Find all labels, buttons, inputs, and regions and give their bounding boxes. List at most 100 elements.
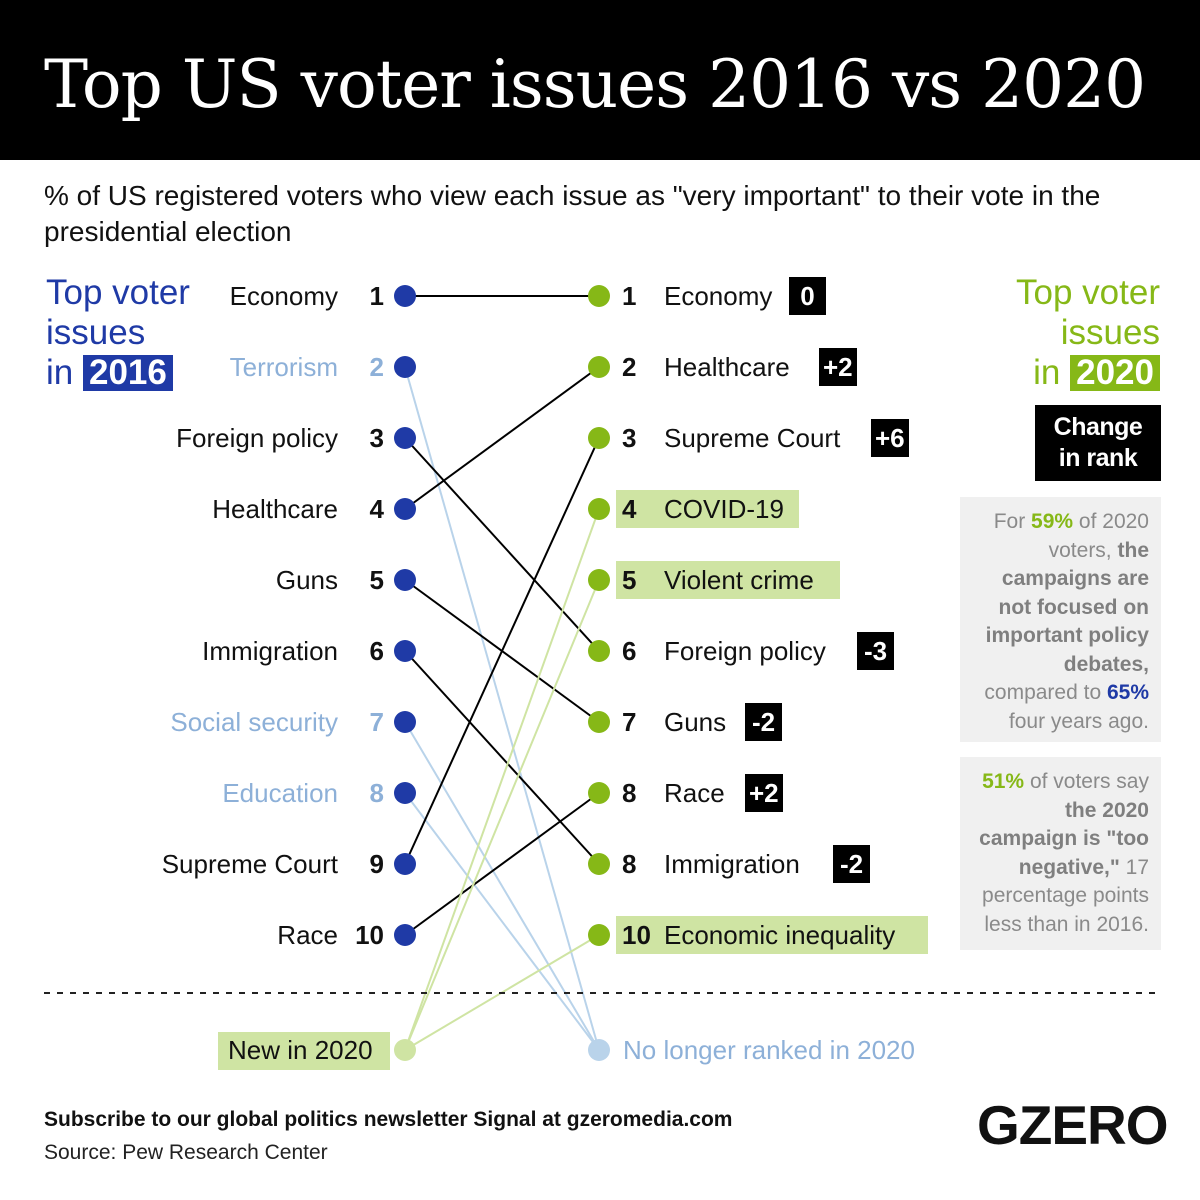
label-2016-education: Education bbox=[222, 778, 338, 808]
label-2020-economy: Economy bbox=[664, 281, 773, 311]
rank-2020-healthcare: 2 bbox=[622, 352, 637, 382]
change-badge-foreign-policy: -3 bbox=[857, 632, 894, 670]
dot-2016-foreign-policy bbox=[394, 427, 416, 449]
rank-2016-race: 10 bbox=[355, 920, 384, 950]
note1-bold: the campaigns are not focused on importa… bbox=[985, 538, 1149, 676]
line-new-covid-19 bbox=[404, 508, 600, 1051]
subtitle: % of US registered voters who view each … bbox=[44, 180, 1101, 247]
dot-2020-guns bbox=[588, 711, 610, 733]
change-badge-guns: -2 bbox=[745, 703, 782, 741]
label-2020-supreme-court: Supreme Court bbox=[664, 423, 841, 453]
newsletter-cta: Subscribe to our global politics newslet… bbox=[44, 1108, 733, 1131]
right-heading: Top voter issues in 2020 bbox=[1016, 273, 1160, 393]
title-bar: Top US voter issues 2016 vs 2020 bbox=[0, 0, 1200, 160]
rank-2020-supreme-court: 3 bbox=[622, 423, 637, 453]
label-2016-social-security: Social security bbox=[170, 707, 338, 737]
rank-dots bbox=[394, 285, 610, 1061]
change-box-line1: Change bbox=[1053, 413, 1143, 441]
label-2020-foreign-policy: Foreign policy bbox=[664, 636, 826, 666]
note2-pct: 51% bbox=[982, 770, 1025, 793]
line-dropped-social-security bbox=[404, 721, 600, 1051]
dot-2016-guns bbox=[394, 569, 416, 591]
note2-text2: 17 percentage points less than in 2016. bbox=[982, 855, 1149, 936]
note1-text4: four years ago. bbox=[1008, 709, 1149, 733]
rank-2016-immigration: 6 bbox=[369, 636, 384, 666]
change-badge-race: +2 bbox=[745, 774, 783, 812]
label-2020-immigration: Immigration bbox=[664, 849, 800, 879]
legend-no-longer-ranked: No longer ranked in 2020 bbox=[623, 1035, 915, 1065]
rank-2016-economy: 1 bbox=[369, 281, 384, 311]
dot-2016-economy bbox=[394, 285, 416, 307]
label-2016-guns: Guns bbox=[275, 565, 338, 595]
dot-2020-healthcare bbox=[588, 356, 610, 378]
label-2020-race: Race bbox=[664, 778, 725, 808]
legend-new-in-2020: New in 2020 bbox=[228, 1035, 373, 1065]
rank-2016-terrorism: 2 bbox=[369, 352, 384, 382]
new-in-2020-highlight bbox=[218, 1032, 390, 1070]
line-new-violent-crime bbox=[404, 579, 600, 1051]
note2-text1: of voters say bbox=[1029, 770, 1149, 793]
note1-text2: of 2020 voters, bbox=[1048, 510, 1149, 562]
line-healthcare bbox=[404, 366, 600, 510]
note-too-negative: 51% of voters say the 2020 campaign is "… bbox=[960, 757, 1161, 950]
left-heading-line2: issues bbox=[46, 313, 146, 352]
rank-2020-race: 8 bbox=[622, 778, 637, 808]
right-heading-line1: Top voter bbox=[1016, 273, 1160, 312]
label-2020-guns: Guns bbox=[664, 707, 727, 737]
dot-2020-supreme-court bbox=[588, 427, 610, 449]
left-heading-prefix: in bbox=[46, 353, 74, 392]
label-2020-economic-inequality: Economic inequality bbox=[664, 920, 896, 950]
line-foreign-policy bbox=[404, 437, 600, 652]
new-highlight-economic-inequality bbox=[616, 916, 928, 954]
right-heading-year: 2020 bbox=[1070, 355, 1160, 391]
dot-2020-violent-crime bbox=[588, 569, 610, 591]
dot-2020-covid-19 bbox=[588, 498, 610, 520]
label-2016-race: Race bbox=[277, 920, 338, 950]
label-2016-terrorism: Terrorism bbox=[229, 352, 338, 382]
change-box-line2: in rank bbox=[1058, 444, 1138, 472]
left-heading: Top voter issues in 2016 bbox=[46, 273, 190, 393]
dot-2016-social-security bbox=[394, 711, 416, 733]
label-2020-healthcare: Healthcare bbox=[664, 352, 790, 382]
source-note: Source: Pew Research Center bbox=[44, 1141, 328, 1164]
page-title: Top US voter issues 2016 vs 2020 bbox=[44, 46, 1146, 123]
rank-2020-foreign-policy: 6 bbox=[622, 636, 637, 666]
rank-2020-economic-inequality: 10 bbox=[622, 920, 651, 950]
label-2020-covid-19: COVID-19 bbox=[664, 494, 784, 524]
line-race bbox=[404, 792, 600, 936]
rank-2016-foreign-policy: 3 bbox=[369, 423, 384, 453]
line-supreme-court bbox=[404, 437, 600, 865]
note1-pct2: 65% bbox=[1106, 681, 1149, 704]
rank-2016-supreme-court: 9 bbox=[369, 849, 384, 879]
label-2016-immigration: Immigration bbox=[202, 636, 338, 666]
label-2016-healthcare: Healthcare bbox=[212, 494, 338, 524]
label-2016-economy: Economy bbox=[229, 281, 338, 311]
dot-2016-healthcare bbox=[394, 498, 416, 520]
change-in-rank-label: Change in rank bbox=[1035, 405, 1161, 481]
change-badge-healthcare: +2 bbox=[819, 348, 857, 386]
change-badge-economy: 0 bbox=[789, 277, 826, 315]
label-2020-violent-crime: Violent crime bbox=[664, 565, 814, 595]
rank-2020-economy: 1 bbox=[622, 281, 637, 311]
rank-2016-education: 8 bbox=[369, 778, 384, 808]
rank-2016-guns: 5 bbox=[369, 565, 384, 595]
label-2016-foreign-policy: Foreign policy bbox=[176, 423, 338, 453]
dot-2020-economy bbox=[588, 285, 610, 307]
line-dropped-terrorism bbox=[404, 366, 600, 1051]
right-heading-line2: issues bbox=[1060, 313, 1160, 352]
dot-2020-economic-inequality bbox=[588, 924, 610, 946]
left-heading-line1: Top voter bbox=[46, 273, 190, 312]
rank-2016-social-security: 7 bbox=[369, 707, 384, 737]
dot-2016-education bbox=[394, 782, 416, 804]
new-highlight-violent-crime bbox=[616, 561, 840, 599]
dot-2016-immigration bbox=[394, 640, 416, 662]
dot-2020-race bbox=[588, 782, 610, 804]
dot-no-longer-ranked bbox=[588, 1039, 610, 1061]
left-heading-year: 2016 bbox=[82, 355, 173, 391]
connector-lines bbox=[404, 295, 600, 1051]
right-heading-prefix: in bbox=[1033, 353, 1061, 392]
dot-new-in-2020 bbox=[394, 1039, 416, 1061]
line-immigration bbox=[404, 650, 600, 865]
note2-bold: the 2020 campaign is "too negative," bbox=[979, 798, 1149, 879]
